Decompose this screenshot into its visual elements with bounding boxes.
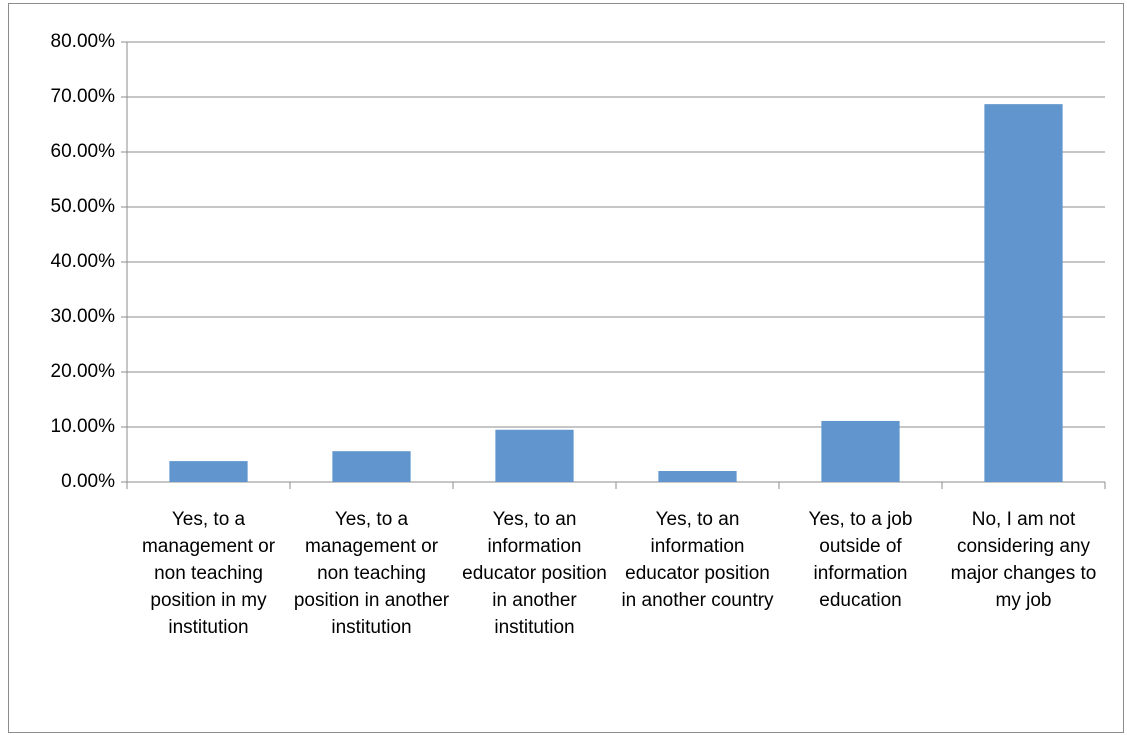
bar xyxy=(984,104,1063,483)
bar xyxy=(495,429,574,482)
y-tick-label: 70.00% xyxy=(51,86,116,107)
y-tick-label: 50.00% xyxy=(51,196,116,217)
x-tick-label: Yes, to a job outside of information edu… xyxy=(808,509,913,611)
x-tick-label: Yes, to a management or non teaching pos… xyxy=(293,509,450,638)
x-tick-label: No, I am not considering any major chang… xyxy=(950,509,1097,611)
y-tick-label: 0.00% xyxy=(61,471,115,492)
bar xyxy=(332,451,411,482)
y-tick-label: 40.00% xyxy=(51,251,116,272)
x-tick-label: Yes, to an information educator position… xyxy=(621,509,774,611)
y-tick-label: 30.00% xyxy=(51,306,116,327)
bar xyxy=(658,471,737,482)
x-tick-label: Yes, to an information educator position… xyxy=(462,509,607,638)
y-tick-label: 20.00% xyxy=(51,361,116,382)
y-tick-label: 60.00% xyxy=(51,141,116,162)
y-tick-label: 80.00% xyxy=(51,31,116,52)
bar xyxy=(821,420,900,482)
x-tick-label: Yes, to a management or non teaching pos… xyxy=(141,509,276,638)
chart-border xyxy=(8,3,1124,733)
bar xyxy=(169,461,248,482)
y-tick-label: 10.00% xyxy=(51,416,116,437)
